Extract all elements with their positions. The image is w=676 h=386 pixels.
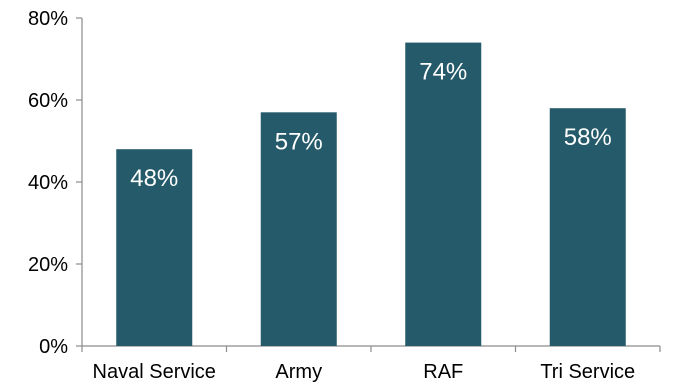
data-label: 58%	[564, 124, 612, 151]
x-category-label: Army	[275, 361, 322, 383]
data-label: 74%	[419, 59, 467, 86]
x-category-label: RAF	[423, 361, 463, 383]
data-label: 57%	[275, 128, 323, 155]
y-axis: 0% 20% 40% 60% 80%	[28, 8, 83, 358]
x-axis: Naval Service Army RAF Tri Service	[81, 345, 661, 383]
y-tick-label: 80%	[28, 8, 68, 30]
bars: 48% 57% 74% 58%	[116, 42, 626, 346]
y-tick-label: 60%	[28, 90, 68, 112]
x-category-label: Naval Service	[93, 361, 216, 383]
bar-army	[260, 112, 337, 346]
x-category-label: Tri Service	[540, 361, 635, 383]
y-tick-label: 20%	[28, 254, 68, 276]
data-label: 48%	[130, 165, 178, 192]
y-tick-label: 0%	[39, 336, 68, 358]
bar-naval-service	[116, 149, 193, 346]
bar-tri-service	[549, 108, 626, 346]
bar-raf	[405, 42, 482, 346]
y-tick-label: 40%	[28, 172, 68, 194]
